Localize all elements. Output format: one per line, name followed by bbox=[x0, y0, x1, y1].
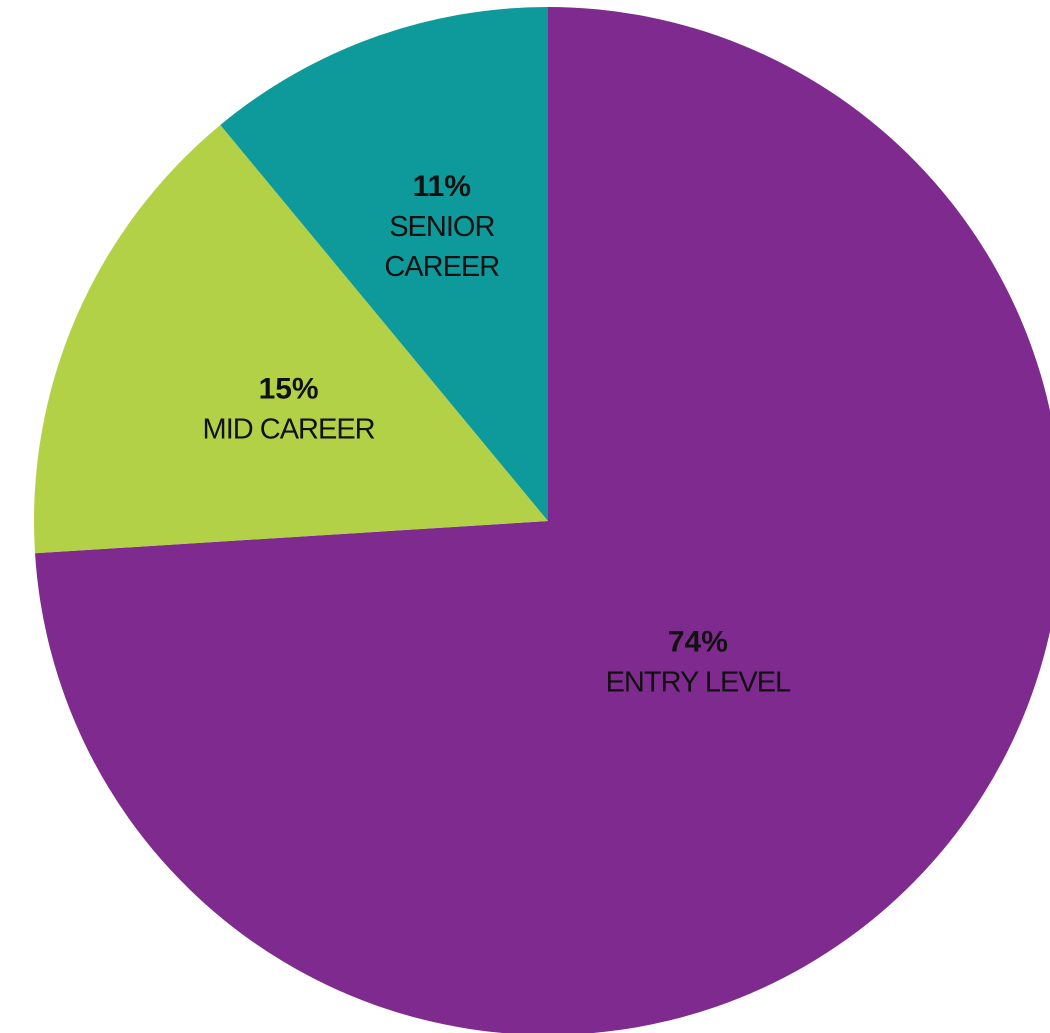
pie-label-mid-career: 15% MID CAREER bbox=[203, 373, 375, 446]
pie-category-label: ENTRY LEVEL bbox=[606, 667, 791, 699]
pie-slice-senior-career bbox=[220, 7, 549, 521]
pie-percent-label: 74% bbox=[668, 626, 728, 659]
pie-category-label: SENIOR bbox=[389, 211, 494, 243]
pie-label-entry-level: 74% ENTRY LEVEL bbox=[606, 626, 791, 699]
pie-labels: 74% ENTRY LEVEL 15% MID CAREER 11% SENIOR CARE… bbox=[203, 170, 792, 699]
pie-label-senior-career: 11% SENIOR CAREER bbox=[384, 170, 499, 283]
pie-category-label: MID CAREER bbox=[203, 414, 375, 446]
pie-category-label: CAREER bbox=[384, 251, 499, 283]
pie-slice-entry-level bbox=[35, 7, 1050, 1033]
pie-slices bbox=[33, 7, 1050, 1033]
pie-slice-mid-career bbox=[33, 124, 549, 554]
pie-percent-label: 11% bbox=[413, 170, 471, 203]
pie-percent-label: 15% bbox=[259, 373, 319, 406]
